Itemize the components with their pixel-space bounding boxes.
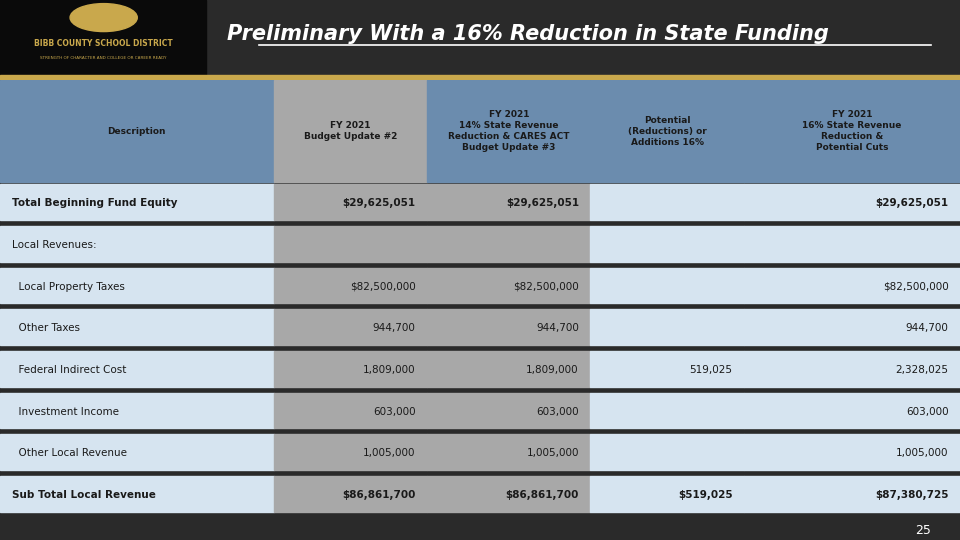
Bar [274, 80, 427, 183]
Text: Total Beginning Fund Equity: Total Beginning Fund Equity [12, 198, 177, 208]
Bar [0, 185, 274, 220]
Bar [0, 351, 274, 387]
Bar [427, 80, 590, 183]
Bar [427, 435, 590, 470]
Bar [427, 309, 590, 345]
Bar [744, 393, 960, 428]
Text: Preliminary With a 16% Reduction in State Funding: Preliminary With a 16% Reduction in Stat… [228, 24, 828, 44]
Text: 2,328,025: 2,328,025 [896, 365, 948, 375]
Bar [590, 226, 744, 261]
Text: Other Taxes: Other Taxes [12, 323, 80, 333]
Text: $29,625,051: $29,625,051 [343, 198, 416, 208]
Bar [590, 476, 744, 511]
Bar [427, 351, 590, 387]
Bar [0, 268, 274, 303]
Text: Sub Total Local Revenue: Sub Total Local Revenue [12, 490, 156, 500]
Text: Investment Income: Investment Income [12, 407, 118, 416]
Text: Potential
(Reductions) or
Additions 16%: Potential (Reductions) or Additions 16% [628, 116, 707, 147]
Text: BIBB COUNTY SCHOOL DISTRICT: BIBB COUNTY SCHOOL DISTRICT [35, 39, 173, 49]
Text: FY 2021
16% State Revenue
Reduction &
Potential Cuts: FY 2021 16% State Revenue Reduction & Po… [803, 110, 901, 152]
Bar [590, 268, 744, 303]
Bar [274, 226, 427, 261]
Text: 944,700: 944,700 [372, 323, 416, 333]
Bar [0, 226, 274, 261]
Bar [590, 435, 744, 470]
Text: $29,625,051: $29,625,051 [876, 198, 948, 208]
Bar [274, 393, 427, 428]
Text: 944,700: 944,700 [905, 323, 948, 333]
Bar [744, 268, 960, 303]
Bar [744, 185, 960, 220]
Bar [744, 476, 960, 511]
Bar [427, 476, 590, 511]
Bar [590, 80, 744, 183]
Bar [427, 268, 590, 303]
Text: Description: Description [108, 126, 166, 136]
Text: FY 2021
14% State Revenue
Reduction & CARES ACT
Budget Update #3: FY 2021 14% State Revenue Reduction & CA… [448, 110, 569, 152]
Bar [427, 226, 590, 261]
Bar [0, 75, 960, 80]
Bar [0, 0, 206, 75]
Text: FY 2021
Budget Update #2: FY 2021 Budget Update #2 [303, 121, 397, 141]
Text: $29,625,051: $29,625,051 [506, 198, 579, 208]
Text: 603,000: 603,000 [537, 407, 579, 416]
Bar [744, 80, 960, 183]
Text: Local Revenues:: Local Revenues: [12, 240, 96, 250]
Bar [744, 309, 960, 345]
Bar [274, 185, 427, 220]
Bar [0, 393, 274, 428]
Text: 1,005,000: 1,005,000 [526, 448, 579, 458]
Text: 603,000: 603,000 [373, 407, 416, 416]
Text: 944,700: 944,700 [536, 323, 579, 333]
Text: Local Property Taxes: Local Property Taxes [12, 281, 125, 292]
Text: $82,500,000: $82,500,000 [883, 281, 948, 292]
Text: 1,005,000: 1,005,000 [363, 448, 416, 458]
Bar [0, 309, 274, 345]
Bar [427, 393, 590, 428]
Bar [274, 476, 427, 511]
Text: $519,025: $519,025 [678, 490, 732, 500]
Ellipse shape [70, 4, 137, 31]
Bar [0, 435, 274, 470]
Text: $86,861,700: $86,861,700 [506, 490, 579, 500]
Text: $82,500,000: $82,500,000 [350, 281, 416, 292]
Text: $86,861,700: $86,861,700 [343, 490, 416, 500]
Text: 519,025: 519,025 [689, 365, 732, 375]
Bar [274, 309, 427, 345]
Text: 1,005,000: 1,005,000 [896, 448, 948, 458]
Bar [274, 268, 427, 303]
Text: $87,380,725: $87,380,725 [875, 490, 948, 500]
Bar [590, 351, 744, 387]
Bar [274, 351, 427, 387]
Text: 1,809,000: 1,809,000 [363, 365, 416, 375]
Bar [744, 226, 960, 261]
Bar [590, 309, 744, 345]
Bar [427, 185, 590, 220]
Text: STRENGTH OF CHARACTER AND COLLEGE OR CAREER READY: STRENGTH OF CHARACTER AND COLLEGE OR CAR… [40, 56, 167, 59]
Bar [744, 351, 960, 387]
Bar [590, 185, 744, 220]
Bar [0, 80, 274, 183]
Bar [744, 435, 960, 470]
Text: 1,809,000: 1,809,000 [526, 365, 579, 375]
Text: 603,000: 603,000 [906, 407, 948, 416]
Text: $82,500,000: $82,500,000 [514, 281, 579, 292]
Bar [590, 393, 744, 428]
Text: Other Local Revenue: Other Local Revenue [12, 448, 127, 458]
Text: 25: 25 [915, 524, 931, 537]
Text: Federal Indirect Cost: Federal Indirect Cost [12, 365, 126, 375]
Bar [0, 476, 274, 511]
Bar [274, 435, 427, 470]
